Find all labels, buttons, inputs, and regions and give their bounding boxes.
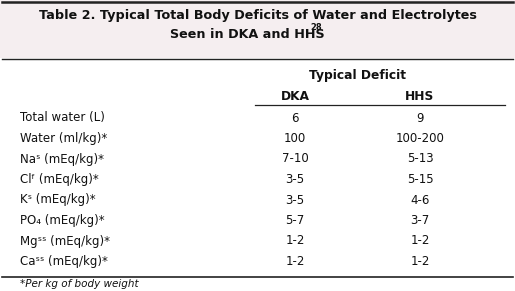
Text: Seen in DKA and HHS: Seen in DKA and HHS [170,28,325,40]
Text: PO₄ (mEq/kg)*: PO₄ (mEq/kg)* [20,214,105,227]
Text: 5-13: 5-13 [407,152,433,166]
Text: Water (ml/kg)*: Water (ml/kg)* [20,132,107,145]
Text: Clᶠ (mEq/kg)*: Clᶠ (mEq/kg)* [20,173,99,186]
Text: 3-7: 3-7 [410,214,430,227]
Text: 1-2: 1-2 [410,255,430,268]
Text: HHS: HHS [405,90,435,102]
Text: 1-2: 1-2 [285,255,305,268]
Text: 1-2: 1-2 [285,235,305,248]
Text: 4-6: 4-6 [410,194,430,207]
Text: Naˢ (mEq/kg)*: Naˢ (mEq/kg)* [20,152,104,166]
Text: 28: 28 [311,24,322,33]
Text: 7-10: 7-10 [282,152,308,166]
Text: Typical Deficit: Typical Deficit [309,70,406,83]
Bar [0,0,515,58]
Text: 1-2: 1-2 [410,235,430,248]
Text: 5-7: 5-7 [285,214,305,227]
Text: Mgˢˢ (mEq/kg)*: Mgˢˢ (mEq/kg)* [20,235,110,248]
Text: Table 2. Typical Total Body Deficits of Water and Electrolytes: Table 2. Typical Total Body Deficits of … [39,10,476,22]
Text: 100: 100 [284,132,306,145]
Text: 100-200: 100-200 [396,132,444,145]
Text: Kˢ (mEq/kg)*: Kˢ (mEq/kg)* [20,194,96,207]
Text: DKA: DKA [281,90,310,102]
Text: 9: 9 [416,111,424,125]
Text: Caˢˢ (mEq/kg)*: Caˢˢ (mEq/kg)* [20,255,108,268]
Text: 6: 6 [291,111,299,125]
Text: 3-5: 3-5 [285,173,304,186]
Text: 3-5: 3-5 [285,194,304,207]
Text: Total water (L): Total water (L) [20,111,105,125]
Text: 5-15: 5-15 [407,173,433,186]
Text: *Per kg of body weight: *Per kg of body weight [20,279,139,289]
